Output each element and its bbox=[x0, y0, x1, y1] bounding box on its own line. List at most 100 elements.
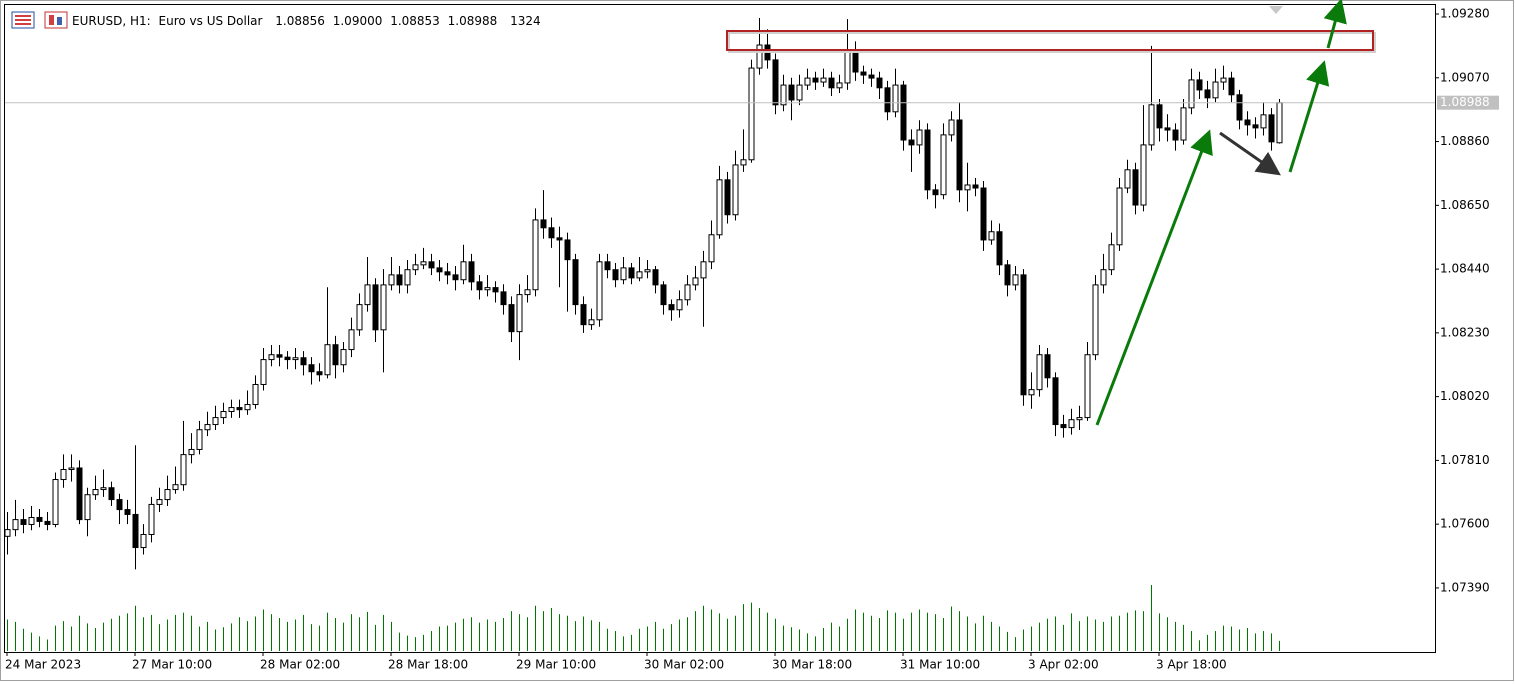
y-tick-label: 1.07390 bbox=[1440, 580, 1490, 594]
x-tick-label: 27 Mar 10:00 bbox=[132, 658, 212, 672]
candle-body bbox=[340, 349, 347, 366]
candle-body bbox=[444, 271, 451, 276]
candle-body bbox=[1084, 354, 1091, 419]
candle-body bbox=[988, 231, 995, 241]
candle-body bbox=[1260, 114, 1267, 129]
candle-body bbox=[1268, 114, 1275, 143]
candle-body bbox=[508, 304, 515, 333]
candle-body bbox=[412, 264, 419, 271]
candle-body bbox=[956, 119, 963, 191]
candle-body bbox=[532, 219, 539, 291]
candle-body bbox=[820, 77, 827, 83]
candle-body bbox=[188, 448, 195, 456]
candle-body bbox=[644, 269, 651, 273]
candle-body bbox=[932, 189, 939, 196]
candle-body bbox=[4, 529, 11, 537]
x-tick-label: 3 Apr 02:00 bbox=[1028, 658, 1099, 672]
candle-body bbox=[308, 364, 315, 373]
candle-body bbox=[804, 77, 811, 86]
candle-body bbox=[388, 274, 395, 286]
candle-body bbox=[180, 454, 187, 486]
last-price-label: 1.08988 bbox=[1440, 95, 1490, 109]
annotations bbox=[726, 0, 1376, 426]
candle-body bbox=[52, 479, 59, 525]
shift-marker[interactable] bbox=[1269, 6, 1283, 14]
resistance-zone bbox=[726, 30, 1374, 51]
candle-body bbox=[500, 291, 507, 306]
y-tick-label: 1.08650 bbox=[1440, 198, 1490, 212]
candle-body bbox=[1076, 417, 1083, 421]
candle-body bbox=[356, 304, 363, 331]
candle-body bbox=[156, 499, 163, 505]
candle-body bbox=[244, 404, 251, 411]
candle-body bbox=[604, 261, 611, 271]
candle-body bbox=[556, 237, 563, 241]
candle-body bbox=[364, 284, 371, 306]
candle-body bbox=[796, 84, 803, 101]
candle-body bbox=[460, 261, 467, 281]
candle-body bbox=[1060, 424, 1067, 429]
candle-body bbox=[1180, 107, 1187, 141]
candle-body bbox=[1068, 419, 1075, 429]
chart-header: EURUSD, H1: Euro vs US Dollar 1.08856 1.… bbox=[72, 14, 541, 28]
candle-body bbox=[1020, 274, 1027, 396]
x-tick-label: 31 Mar 10:00 bbox=[900, 658, 980, 672]
y-tick-label: 1.09280 bbox=[1440, 7, 1490, 21]
candle-body bbox=[876, 77, 883, 89]
x-tick-label: 3 Apr 18:00 bbox=[1156, 658, 1227, 672]
icon-chart[interactable] bbox=[44, 11, 68, 29]
candle-body bbox=[868, 74, 875, 79]
candle-body bbox=[948, 119, 955, 136]
marks: 1.09280 1.09070 1.08860 1.08650 1.08440 1.082… bbox=[4, 7, 1499, 672]
candle-body bbox=[252, 383, 259, 406]
candle-body bbox=[564, 239, 571, 261]
candle-body bbox=[1132, 169, 1139, 206]
x-tick-label: 30 Mar 18:00 bbox=[772, 658, 852, 672]
header-low: 1.08853 bbox=[390, 14, 440, 28]
candle-body bbox=[300, 357, 307, 366]
candle-body bbox=[892, 84, 899, 113]
candle-body bbox=[860, 71, 867, 76]
candle-body bbox=[612, 269, 619, 281]
candle-body bbox=[708, 234, 715, 263]
trend-arrow bbox=[1323, 0, 1347, 49]
candle-body bbox=[1212, 81, 1219, 99]
candle-body bbox=[580, 304, 587, 326]
candle-body bbox=[852, 49, 859, 73]
candle-body bbox=[900, 84, 907, 141]
candle-body bbox=[1124, 169, 1131, 189]
x-tick-label: 24 Mar 2023 bbox=[5, 658, 81, 672]
x-tick-label: 28 Mar 18:00 bbox=[388, 658, 468, 672]
candle-body bbox=[660, 284, 667, 306]
x-tick-label: 28 Mar 02:00 bbox=[260, 658, 340, 672]
y-tick-label: 1.08440 bbox=[1440, 262, 1490, 276]
candle-body bbox=[428, 261, 435, 269]
candle-body bbox=[572, 259, 579, 306]
candle-body bbox=[44, 520, 51, 525]
candle-body bbox=[924, 129, 931, 191]
candle-body bbox=[692, 277, 699, 286]
candle-body bbox=[772, 59, 779, 106]
candle-body bbox=[1172, 129, 1179, 141]
candle-body bbox=[908, 139, 915, 146]
candle-body bbox=[348, 329, 355, 351]
candle-body bbox=[484, 287, 491, 291]
candle-body bbox=[548, 227, 555, 239]
candle-body bbox=[140, 533, 147, 549]
candle-body bbox=[940, 134, 947, 196]
candle-body bbox=[324, 344, 331, 376]
candle-body bbox=[260, 359, 267, 385]
candle-body bbox=[1228, 77, 1235, 96]
candle-body bbox=[964, 184, 971, 191]
candle-body bbox=[228, 407, 235, 413]
candle-body bbox=[76, 467, 83, 521]
candle-body bbox=[1108, 244, 1115, 271]
candle-body bbox=[1164, 127, 1171, 131]
icon-bar bbox=[49, 15, 54, 25]
candle-body bbox=[588, 319, 595, 326]
candle-body bbox=[468, 261, 475, 283]
candle-body bbox=[652, 269, 659, 286]
resistance-zone-shadow bbox=[728, 32, 1376, 53]
candle-body bbox=[700, 261, 707, 279]
description: Euro vs US Dollar bbox=[159, 14, 263, 28]
